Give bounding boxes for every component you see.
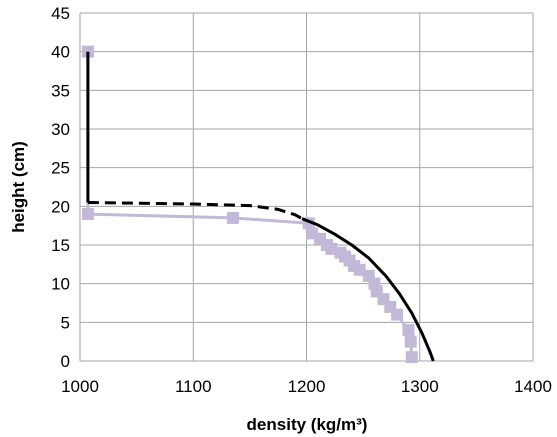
y-tick-label: 30 xyxy=(51,120,70,139)
tick-labels: 0 5 10 15 20 25 30 35 40 45 1000 1100 1200 1300 1400 xyxy=(51,4,552,396)
x-tick-label: 1000 xyxy=(61,377,99,396)
measured-point xyxy=(402,324,415,337)
model-solid-line xyxy=(301,217,435,362)
measured-point xyxy=(325,242,338,255)
measured-point xyxy=(391,308,404,321)
measured-point xyxy=(353,263,366,276)
model-dashed-line xyxy=(87,201,303,221)
measured-point xyxy=(404,335,417,348)
measured-point xyxy=(405,351,418,364)
y-tick-label: 40 xyxy=(51,43,70,62)
y-tick-label: 10 xyxy=(51,275,70,294)
x-tick-label: 1100 xyxy=(175,377,212,396)
y-tick-label: 45 xyxy=(51,4,70,23)
x-axis-title: density (kg/m³) xyxy=(247,415,368,434)
series-layer xyxy=(81,45,435,364)
gridlines xyxy=(79,12,534,362)
y-axis-title: height (cm) xyxy=(9,141,28,233)
y-tick-label: 15 xyxy=(51,236,70,255)
x-tick-label: 1200 xyxy=(288,377,326,396)
y-tick-label: 5 xyxy=(61,313,70,332)
y-tick-label: 25 xyxy=(51,159,70,178)
measured-point xyxy=(226,211,239,224)
y-tick-label: 0 xyxy=(61,352,70,371)
x-tick-label: 1300 xyxy=(401,377,439,396)
x-tick-label: 1400 xyxy=(514,377,552,396)
y-tick-label: 20 xyxy=(51,197,70,216)
y-tick-label: 35 xyxy=(51,81,70,100)
measured-point xyxy=(81,208,94,221)
measured-point xyxy=(81,45,94,58)
